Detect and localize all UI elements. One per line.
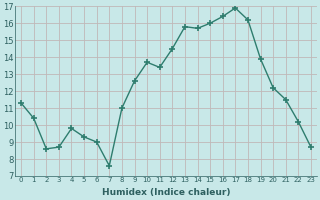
X-axis label: Humidex (Indice chaleur): Humidex (Indice chaleur) bbox=[102, 188, 230, 197]
